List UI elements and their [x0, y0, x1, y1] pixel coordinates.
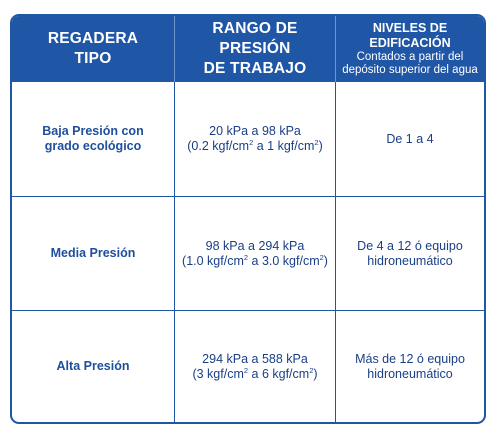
building-levels-cell: Más de 12 ó equipo hidroneumático [335, 311, 484, 422]
pressure-range-kpa: 20 kPa a 98 kPa [209, 124, 301, 138]
header-building-levels-sub-2: depósito superior del agua [342, 64, 478, 76]
table-body: Baja Presión con grado ecológico 20 kPa … [12, 82, 484, 422]
building-levels-cell: De 1 a 4 [335, 82, 484, 196]
shower-type-cell: Alta Presión [12, 311, 174, 422]
building-levels-line: De 4 a 12 ó equipo [357, 238, 463, 253]
building-levels-line: Más de 12 ó equipo [355, 351, 465, 366]
pressure-range-cell: 20 kPa a 98 kPa (0.2 kgf/cm2 a 1 kgf/cm2… [174, 82, 335, 196]
table-row: Media Presión 98 kPa a 294 kPa (1.0 kgf/… [12, 196, 484, 310]
header-building-levels-sub-1: Contados a partir del [356, 51, 464, 63]
pressure-range-cell: 294 kPa a 588 kPa (3 kgf/cm2 a 6 kgf/cm2… [174, 311, 335, 422]
table-row: Baja Presión con grado ecológico 20 kPa … [12, 82, 484, 196]
pressure-range-kpa: 98 kPa a 294 kPa [205, 238, 305, 253]
pressure-range-kgf: (1.0 kgf/cm2 a 3.0 kgf/cm2) [182, 252, 328, 268]
shower-type-line: grado ecológico [44, 139, 142, 153]
header-pressure-range: RANGO DE PRESIÓN DE TRABAJO [174, 16, 335, 82]
shower-type-cell: Baja Presión con grado ecológico [12, 82, 174, 196]
building-levels-line: hidroneumático [367, 253, 453, 268]
header-shower-type-line-2: TIPO [74, 50, 112, 67]
pressure-range-kpa: 294 kPa a 588 kPa [202, 351, 308, 366]
pressure-range-kgf: (3 kgf/cm2 a 6 kgf/cm2) [192, 365, 318, 381]
pressure-table: REGADERA TIPO RANGO DE PRESIÓN DE TRABAJ… [10, 14, 486, 424]
shower-type-cell: Media Presión [12, 197, 174, 310]
header-building-levels-title: NIVELES DE EDIFICACIÓN [369, 21, 451, 50]
building-levels-line: De 1 a 4 [386, 131, 434, 146]
shower-type-line: Alta Presión [56, 359, 130, 373]
building-levels-line: hidroneumático [367, 366, 453, 381]
pressure-range-cell: 98 kPa a 294 kPa (1.0 kgf/cm2 a 3.0 kgf/… [174, 197, 335, 310]
table-row: Alta Presión 294 kPa a 588 kPa (3 kgf/cm… [12, 310, 484, 422]
table-header: REGADERA TIPO RANGO DE PRESIÓN DE TRABAJ… [12, 16, 484, 82]
shower-type-line: Baja Presión con [42, 124, 144, 138]
pressure-range-kgf: (0.2 kgf/cm2 a 1 kgf/cm2) [187, 137, 323, 153]
header-building-levels: NIVELES DE EDIFICACIÓN Contados a partir… [335, 16, 484, 82]
shower-type-line: Media Presión [50, 246, 136, 260]
header-pressure-range-line-1: RANGO DE PRESIÓN [212, 20, 298, 57]
header-pressure-range-line-2: DE TRABAJO [203, 60, 307, 77]
building-levels-cell: De 4 a 12 ó equipo hidroneumático [335, 197, 484, 310]
header-shower-type-line-1: REGADERA [47, 30, 139, 47]
header-shower-type: REGADERA TIPO [12, 16, 174, 82]
